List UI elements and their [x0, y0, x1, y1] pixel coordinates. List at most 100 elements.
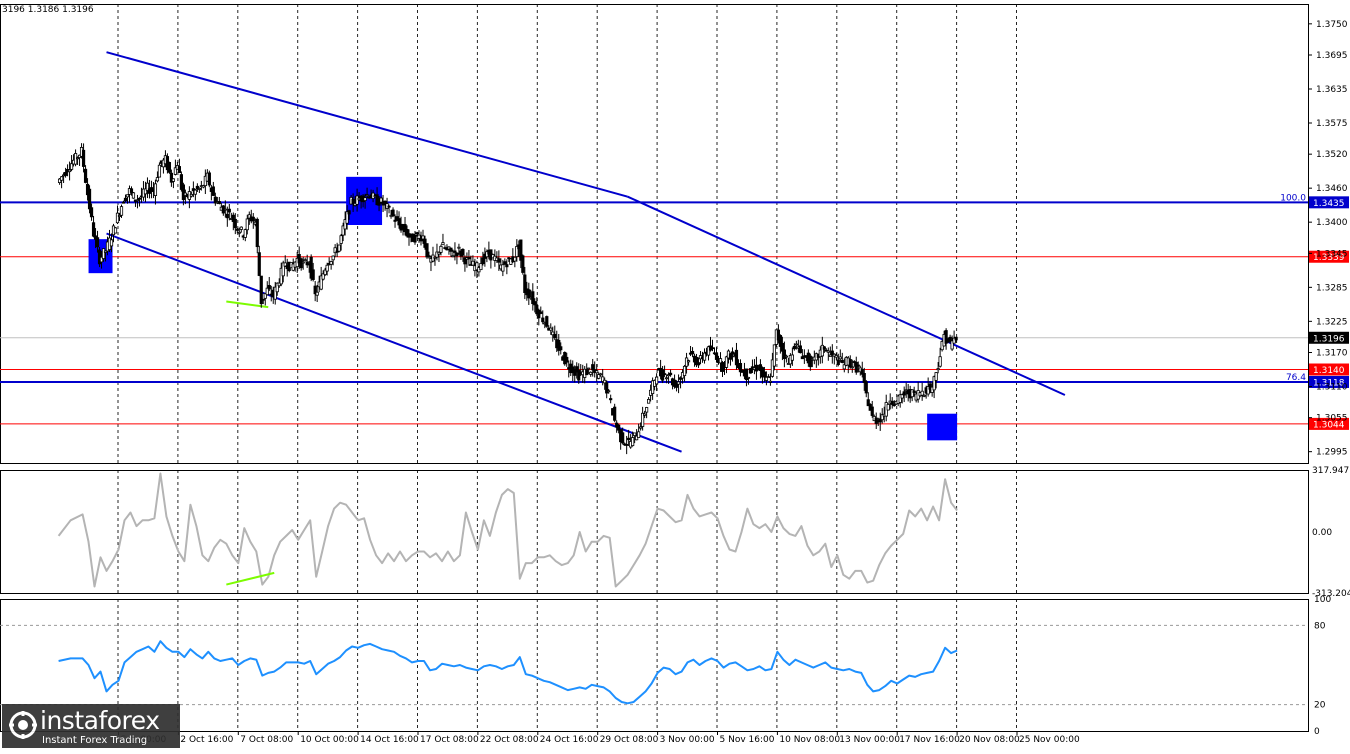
candle-body	[686, 360, 691, 363]
candle-body	[557, 339, 561, 351]
candle-body	[676, 381, 681, 385]
gridlines	[0, 4, 1309, 732]
time-tick-label: 14 Oct 16:00	[360, 735, 419, 745]
candle-body	[439, 245, 443, 253]
candle-body	[217, 201, 221, 204]
candle-body	[836, 359, 840, 365]
candle-body	[898, 394, 902, 403]
current-price-tag	[1309, 331, 1349, 344]
candle-body	[910, 389, 914, 398]
cci-divergence-line	[226, 571, 275, 586]
candle-body	[301, 261, 305, 264]
candle-body	[153, 183, 158, 196]
candle-body	[321, 273, 325, 280]
candle-body	[856, 364, 860, 367]
candle-body	[305, 261, 309, 266]
candle-body	[193, 189, 197, 195]
price-tick-label: 1.3460	[1316, 184, 1348, 194]
candle-body	[890, 400, 894, 405]
level-price-tag	[1309, 417, 1349, 430]
candle-body	[950, 340, 954, 350]
candle-body	[181, 184, 185, 200]
candle-body	[75, 157, 80, 160]
candle-body	[860, 369, 864, 375]
candle-body	[251, 216, 255, 222]
candle-body	[531, 291, 535, 305]
candle-body	[826, 350, 830, 353]
candle-body	[323, 269, 327, 275]
time-tick-label: 17 Nov 16:00	[899, 735, 960, 745]
candle-body	[265, 287, 269, 296]
candle-body	[902, 391, 906, 396]
candle-body	[137, 197, 142, 200]
candle-body	[419, 238, 423, 242]
brand-logo: instaforex Instant Forex Trading	[2, 704, 180, 748]
candle-body	[639, 426, 643, 429]
candle-body	[944, 330, 948, 344]
time-tick-label: 24 Oct 16:00	[540, 735, 599, 745]
candle-body	[115, 212, 120, 224]
candle-body	[149, 187, 154, 192]
candle-body	[828, 354, 832, 357]
candle-body	[575, 366, 579, 373]
candle-body	[173, 167, 178, 175]
rsi-tick-label: 20	[1314, 701, 1326, 711]
candle-body	[387, 205, 391, 208]
candle-body	[211, 186, 215, 196]
candle-body	[503, 261, 507, 265]
candle-body	[537, 309, 541, 319]
candle-body	[551, 331, 555, 336]
candle-body	[886, 404, 890, 411]
candle-body	[171, 178, 176, 182]
pane-frame-price	[0, 4, 1309, 464]
level-price-label: 1.3118	[1313, 378, 1345, 388]
rsi-tick-label: 100	[1314, 595, 1331, 605]
rsi-indicator	[58, 640, 958, 705]
candle-body	[599, 373, 603, 376]
candle-body	[99, 256, 104, 263]
candle-body	[605, 382, 609, 394]
candle-body	[928, 383, 932, 390]
candle-body	[535, 304, 539, 315]
candle-body	[375, 194, 379, 206]
candle-body	[329, 261, 333, 265]
brand-name: instaforex	[40, 706, 160, 735]
candle-body	[559, 346, 563, 351]
candle-body	[533, 301, 537, 306]
candle-body	[453, 250, 457, 253]
time-tick-label: 17 Oct 08:00	[420, 735, 479, 745]
cci-tick-label: -313.204	[1312, 589, 1350, 599]
candle-body	[167, 162, 172, 173]
candle-body	[505, 264, 509, 268]
candle-body	[267, 285, 271, 290]
candle-body	[746, 376, 751, 379]
time-tick-label: 10 Oct 00:00	[300, 735, 359, 745]
time-tick-label: 25 Nov 00:00	[1019, 735, 1080, 745]
time-tick-label: 5 Nov 16:00	[720, 735, 775, 745]
candle-body	[589, 371, 593, 375]
candle-body	[325, 264, 329, 272]
candle-body	[952, 337, 956, 344]
candle-body	[195, 185, 199, 190]
candle-body	[275, 282, 279, 293]
candle-body	[391, 209, 395, 217]
candle-body	[728, 353, 733, 360]
candle-body	[647, 399, 651, 404]
candle-body	[303, 259, 307, 262]
candle-body	[772, 344, 777, 367]
trend-line	[627, 195, 1066, 396]
candle-body	[417, 234, 421, 239]
candle-body	[413, 234, 417, 243]
candle-body	[798, 345, 802, 354]
candle-body	[515, 246, 519, 257]
candle-body	[59, 176, 64, 181]
candle-body	[383, 200, 387, 205]
candle-body	[177, 166, 181, 174]
candle-body	[427, 255, 431, 258]
candle-body	[235, 228, 239, 231]
candle-body	[710, 347, 715, 350]
candle-body	[263, 293, 267, 299]
price-tick-label: 1.3750	[1316, 20, 1348, 30]
candle-body	[601, 376, 605, 382]
